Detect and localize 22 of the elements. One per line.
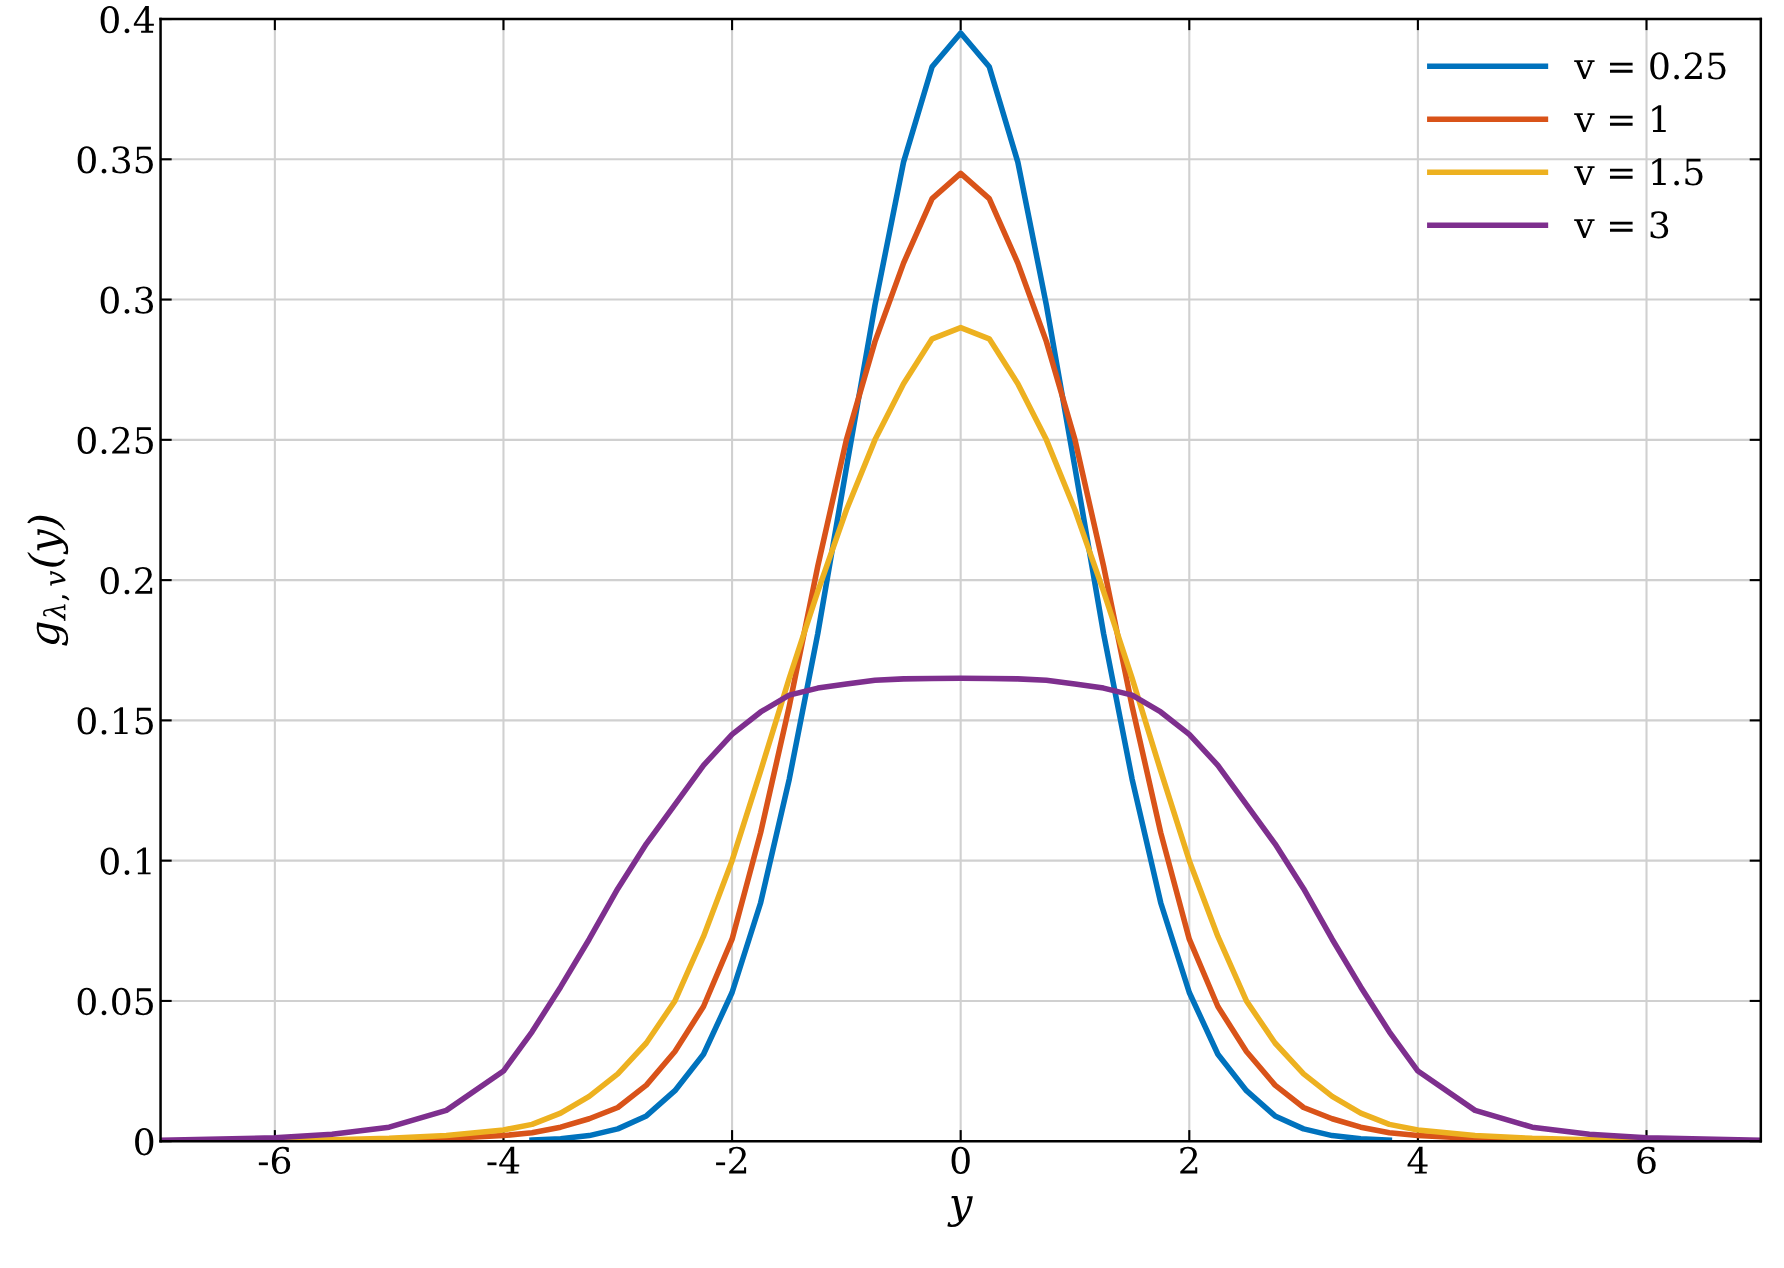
y-tick-label: 0.25 (77, 426, 153, 455)
y-tick-label: 0.35 (77, 146, 153, 174)
x-tick-label: -4 (487, 1146, 520, 1174)
x-tick-label: 4 (1407, 1146, 1428, 1174)
legend-label: v = 1 (1574, 105, 1666, 132)
y-tick-label: 0.1 (100, 847, 151, 875)
x-axis-title: y (947, 1196, 973, 1227)
y-tick-label: 0.2 (100, 567, 153, 595)
y-axis-title: g$_{λ,v}$(y) (27, 515, 70, 646)
legend-label: v = 1.5 (1574, 158, 1703, 186)
y-tick-label: 0.15 (77, 707, 153, 735)
x-tick-label: 0 (951, 1146, 970, 1175)
x-tick-label: -6 (258, 1146, 291, 1175)
y-tick-label: 0 (135, 1128, 154, 1156)
y-tick-label: 0.4 (100, 5, 154, 34)
x-tick-label: -2 (716, 1146, 747, 1174)
y-tick-label: 0.05 (77, 987, 153, 1016)
legend-label: v = 0.25 (1574, 52, 1726, 80)
y-tick-label: 0.3 (100, 286, 154, 314)
x-tick-label: 6 (1637, 1146, 1656, 1175)
legend-label: v = 3 (1574, 211, 1669, 239)
x-tick-label: 2 (1180, 1146, 1198, 1174)
